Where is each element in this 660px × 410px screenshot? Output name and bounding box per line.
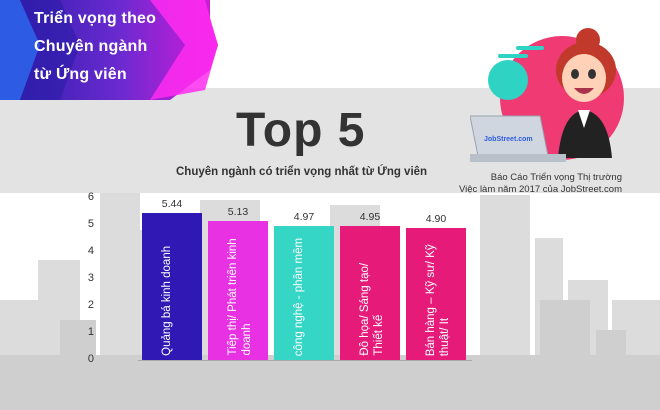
header-line-3: từ Ứng viên xyxy=(34,66,127,83)
bar xyxy=(406,227,466,360)
bar-value-label: 5.13 xyxy=(227,206,249,219)
bar-category-label: Bán hàng – Kỹ sư/ Kỹ thuật/ It xyxy=(425,244,451,356)
chart-subtitle: Chuyên ngành có triển vọng nhất từ Ứng v… xyxy=(176,166,428,178)
y-tick-label: 5 xyxy=(87,218,94,230)
y-tick-label: 6 xyxy=(87,191,94,203)
bar-category-label: Đồ họa/ Sáng tạo/ Thiết kế xyxy=(359,263,385,356)
bar-category-label: Quảng bá kinh doanh xyxy=(161,246,173,356)
bar xyxy=(274,225,334,360)
header-line-2: Chuyên ngành xyxy=(34,38,148,55)
bar-category-label: Tiếp thị/ Phát triển kinh doanh xyxy=(227,238,253,356)
header-banner xyxy=(0,0,218,100)
bar-value-label: 4.90 xyxy=(425,212,447,225)
bar xyxy=(208,221,268,360)
bar xyxy=(340,226,400,360)
y-tick-label: 0 xyxy=(87,353,94,365)
source-line-2: Việc làm năm 2017 của JobStreet.com xyxy=(459,184,622,195)
laptop-brand-text: JobStreet.com xyxy=(484,136,533,143)
header-line-1: Triển vọng theo xyxy=(34,10,157,27)
source-line-1: Báo Cáo Triển vọng Thị trường xyxy=(490,172,622,183)
y-tick-label: 1 xyxy=(87,326,94,338)
woman-laptop-illustration: JobStreet.com xyxy=(470,28,624,162)
bar xyxy=(142,213,202,360)
bar-value-label: 5.44 xyxy=(161,198,183,211)
page-title: Top 5 xyxy=(236,104,366,157)
bar-value-label: 4.95 xyxy=(359,211,381,224)
y-tick-label: 4 xyxy=(87,245,94,257)
bar-value-label: 4.97 xyxy=(293,210,315,223)
x-axis-line xyxy=(138,360,472,361)
y-tick-label: 3 xyxy=(87,272,94,284)
y-tick-label: 2 xyxy=(87,299,94,311)
bar-category-label: công nghệ - phần mềm xyxy=(293,237,305,356)
